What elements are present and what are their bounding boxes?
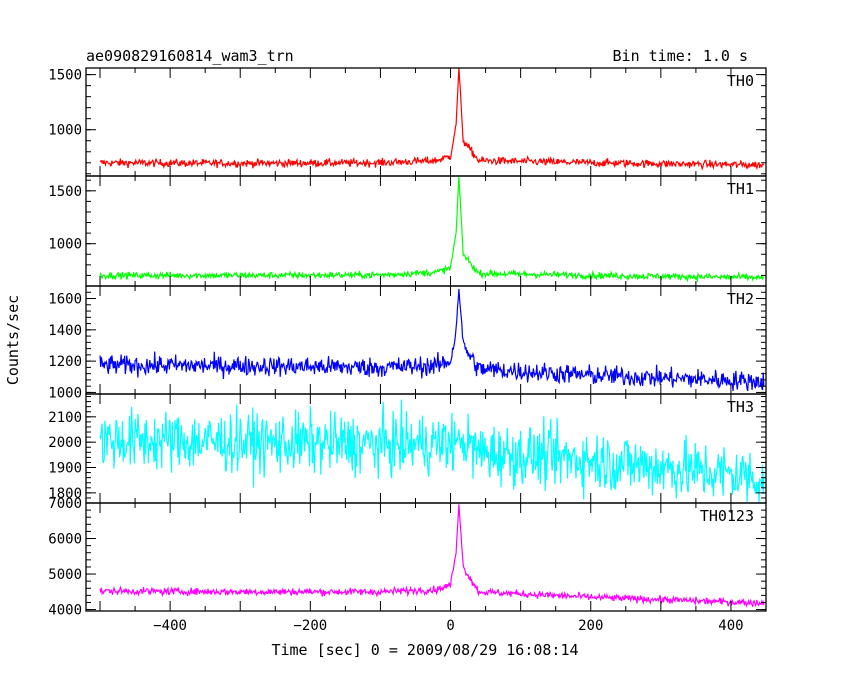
y-tick-label: 2000 bbox=[48, 435, 82, 451]
x-tick-label: 200 bbox=[578, 618, 603, 634]
y-axis-label: Counts/sec bbox=[4, 295, 22, 385]
x-tick-label: −200 bbox=[293, 618, 327, 634]
y-tick-label: 1000 bbox=[48, 123, 82, 139]
panel-label: TH1 bbox=[727, 180, 754, 198]
panel-th1: 1000 1500 TH1 bbox=[48, 175, 767, 287]
panels-group: 1000 1500 TH0 1000 1500 TH1 1000 1200 1400 1600 TH… bbox=[48, 67, 767, 619]
y-tick-label: 1500 bbox=[48, 68, 82, 84]
y-tick-label: 5000 bbox=[48, 567, 82, 583]
y-tick-label: 4000 bbox=[48, 603, 82, 619]
y-tick-label: 1900 bbox=[48, 461, 82, 477]
panel-th2: 1000 1200 1400 1600 TH2 bbox=[48, 285, 767, 401]
x-axis-ticks: −400 −200 0 200 400 bbox=[153, 618, 743, 634]
series-line-th3 bbox=[99, 399, 765, 503]
y-tick-label: 7000 bbox=[48, 496, 82, 512]
panel-label: TH3 bbox=[727, 398, 754, 416]
bin-time-label: Bin time: 1.0 s bbox=[613, 47, 748, 65]
panel-label: TH0 bbox=[727, 72, 754, 90]
x-tick-label: 0 bbox=[446, 618, 454, 634]
panel-label: TH2 bbox=[727, 290, 754, 308]
y-tick-label: 6000 bbox=[48, 532, 82, 548]
y-tick-label: 1200 bbox=[48, 354, 82, 370]
series-line-th1 bbox=[99, 176, 765, 283]
panel-th0123: 4000 5000 6000 7000 TH0123 bbox=[48, 496, 767, 619]
series-line-th0 bbox=[99, 67, 765, 171]
series-line-th2 bbox=[99, 288, 765, 392]
y-tick-label: 2100 bbox=[48, 410, 82, 426]
y-tick-label: 1500 bbox=[48, 184, 82, 200]
x-axis-label: Time [sec] 0 = 2009/08/29 16:08:14 bbox=[271, 641, 578, 659]
panel-th0: 1000 1500 TH0 bbox=[48, 67, 767, 177]
panel-label: TH0123 bbox=[700, 507, 754, 525]
y-tick-label: 1600 bbox=[48, 292, 82, 308]
y-tick-label: 1400 bbox=[48, 323, 82, 339]
panel-frame bbox=[85, 175, 767, 287]
y-tick-label: 1000 bbox=[48, 237, 82, 253]
x-tick-label: −400 bbox=[153, 618, 187, 634]
panel-th3: 1800 1900 2000 2100 TH3 bbox=[48, 393, 767, 504]
panel-frame bbox=[85, 502, 767, 612]
chart-title: ae090829160814_wam3_trn bbox=[86, 47, 294, 65]
y-tick-label: 1000 bbox=[48, 385, 82, 401]
x-tick-label: 400 bbox=[718, 618, 743, 634]
y-tick-label: 1800 bbox=[48, 486, 82, 502]
series-line-th0123 bbox=[99, 504, 765, 608]
